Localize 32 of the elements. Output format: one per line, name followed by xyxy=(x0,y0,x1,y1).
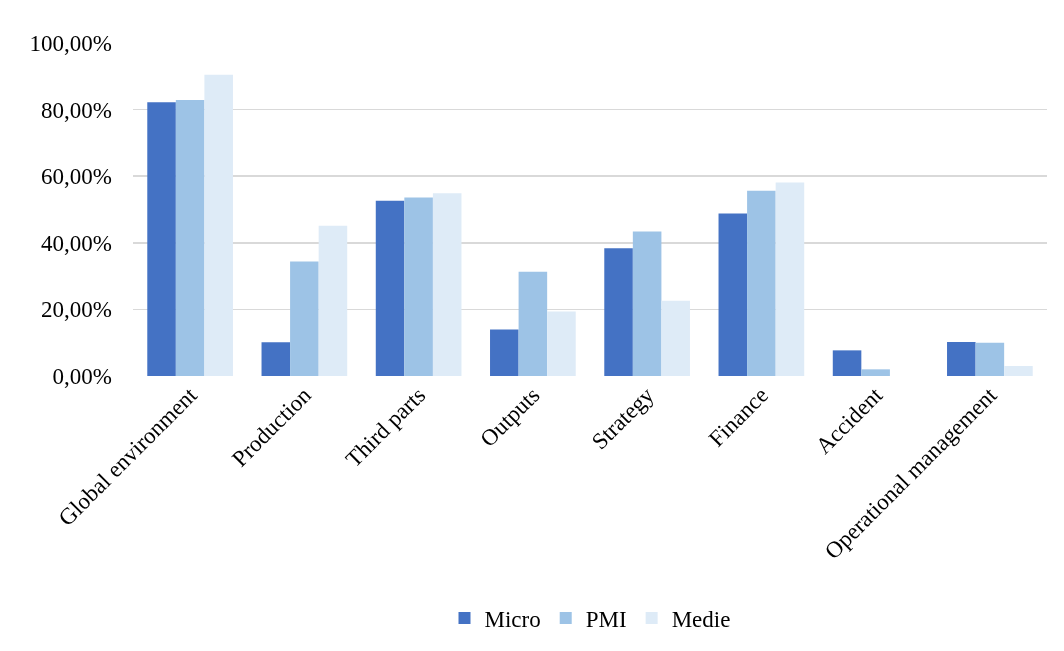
bar xyxy=(490,329,519,376)
y-tick-label: 20,00% xyxy=(41,297,112,323)
bar xyxy=(261,342,291,376)
y-tick-label: 0,00% xyxy=(52,364,112,390)
legend-label: Medie xyxy=(671,607,731,633)
bar xyxy=(661,300,690,376)
bar xyxy=(861,369,890,376)
bar xyxy=(975,342,1005,376)
bar xyxy=(147,102,176,376)
y-tick-label: 80,00% xyxy=(41,97,112,123)
y-tick-label: 40,00% xyxy=(41,230,112,256)
bar xyxy=(547,311,576,376)
bar xyxy=(518,271,548,376)
bar xyxy=(632,231,662,376)
bar xyxy=(832,350,862,376)
bar xyxy=(947,342,976,376)
bar xyxy=(1004,366,1033,376)
bar xyxy=(204,74,233,376)
bar xyxy=(404,197,433,376)
bar xyxy=(175,99,205,376)
legend-label: Micro xyxy=(484,607,541,633)
legend-label: PMI xyxy=(585,607,627,633)
bar xyxy=(290,261,319,376)
bar xyxy=(718,213,748,376)
bar xyxy=(775,182,805,376)
bar xyxy=(747,190,776,376)
bar xyxy=(604,248,633,376)
bar xyxy=(432,193,462,376)
bar xyxy=(318,225,348,376)
bar xyxy=(375,200,405,376)
y-tick-label: 100,00% xyxy=(29,31,112,57)
y-tick-label: 60,00% xyxy=(41,164,112,190)
